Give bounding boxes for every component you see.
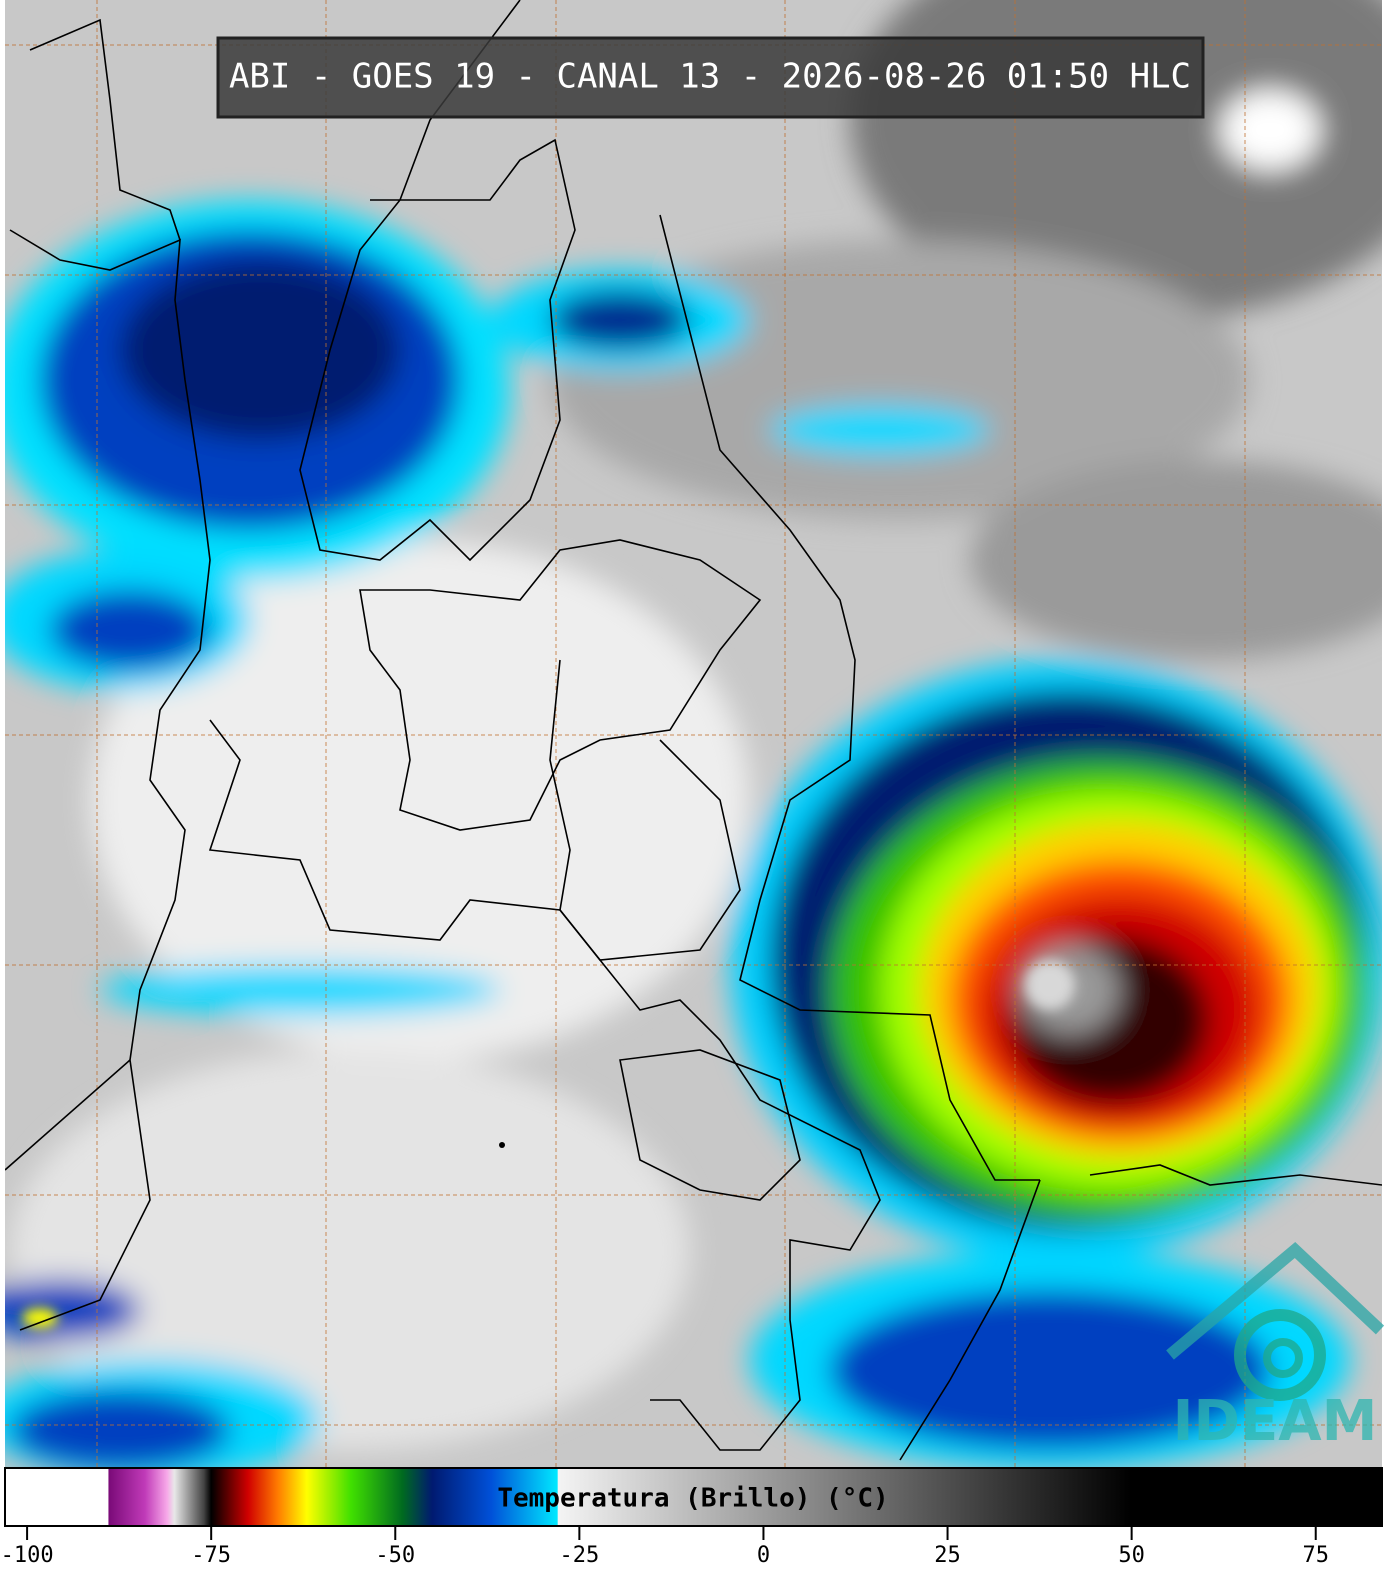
colorbar-tick-label: -25 [559,1543,599,1568]
colorbar: Temperatura (Brillo) (°C) -100 -75 -50 -25 0… [1,1467,1383,1568]
colorbar-tick-label: 50 [1118,1543,1145,1568]
title: ABI - GOES 19 - CANAL 13 - 2026-08-26 01… [229,57,1191,97]
logo-text: IDEAM [1173,1389,1378,1454]
satellite-image [5,0,1382,1467]
borders [5,0,1382,1461]
colorbar-tick-label: 75 [1302,1543,1329,1568]
colorbar-gradient [4,1467,1383,1527]
colorbar-tick-label: 25 [934,1543,961,1568]
colorbar-tick-label: -75 [191,1543,231,1568]
logo: IDEAM [1166,1241,1385,1454]
colorbar-tick-label: 0 [757,1543,770,1568]
title-box [216,36,1205,119]
colorbar-label: Temperatura (Brillo) (°C) [497,1484,888,1514]
colorbar-tick-label: -50 [375,1543,415,1568]
colorbar-tick-label: -100 [1,1543,54,1568]
